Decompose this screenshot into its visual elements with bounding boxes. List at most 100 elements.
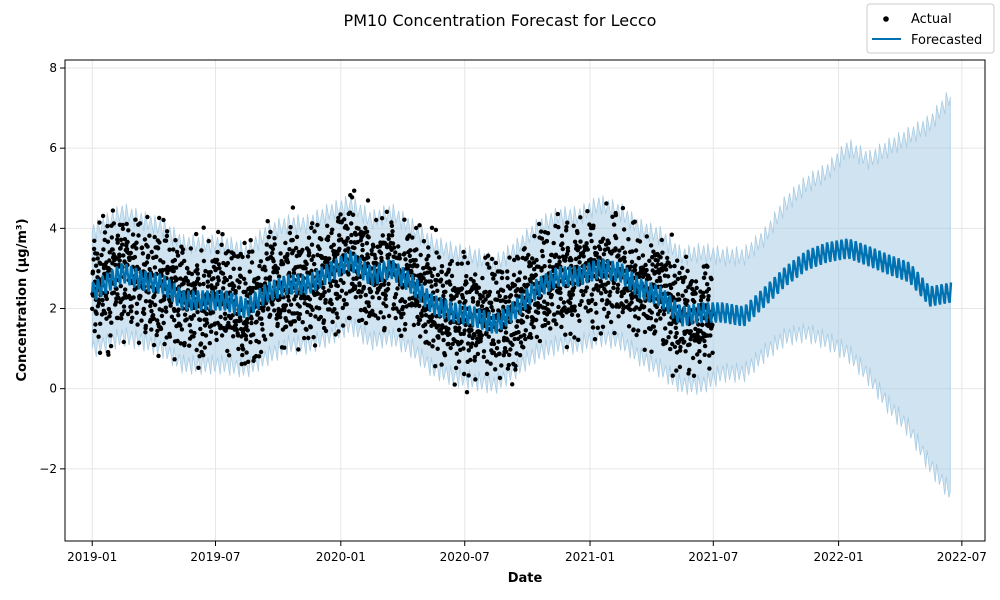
actual-point [505,366,511,371]
actual-point [402,327,407,332]
actual-point [483,297,488,302]
actual-point [556,304,561,310]
actual-point [620,245,625,250]
actual-point [583,289,588,294]
actual-point [402,217,407,222]
actual-point [283,240,288,246]
actual-point [638,299,643,304]
actual-point [378,310,383,315]
actual-point [540,254,545,259]
actual-point [118,283,124,289]
actual-point [707,353,712,358]
actual-point [680,265,685,271]
actual-point [130,315,135,320]
actual-point [577,318,582,323]
actual-point [658,278,663,283]
actual-point [151,342,157,348]
actual-point [544,239,550,244]
actual-point [366,255,371,260]
actual-point [238,326,244,332]
actual-point [440,325,445,330]
actual-point [360,247,365,253]
actual-point [433,364,438,369]
actual-point [629,259,635,265]
actual-point [615,286,620,292]
actual-point [473,377,478,382]
actual-point [310,221,315,226]
actual-point [610,304,615,309]
actual-point [240,352,245,358]
actual-point [455,261,460,266]
actual-point [683,288,688,294]
actual-point [449,273,455,279]
actual-point [599,298,605,303]
actual-point [305,309,310,315]
actual-point [366,303,372,309]
actual-point [307,250,312,255]
actual-point [435,346,440,351]
actual-point [115,240,120,245]
actual-point [497,351,502,356]
actual-point [304,261,309,267]
actual-point [381,315,386,320]
actual-point [378,250,384,256]
actual-point [658,316,663,321]
actual-point [238,318,243,323]
actual-point [162,294,167,299]
actual-point [271,259,276,264]
actual-point [206,273,212,278]
actual-point [337,294,342,299]
actual-point [657,308,663,314]
actual-point [393,292,399,297]
actual-point [235,333,241,338]
actual-point [270,246,276,252]
actual-point [162,297,167,302]
actual-point [508,347,513,352]
actual-point [128,250,133,256]
actual-point [180,250,185,255]
actual-point [426,253,431,259]
legend-forecast-label: Forecasted [911,33,982,48]
actual-point [259,283,264,288]
actual-point [539,248,545,254]
actual-point [359,289,364,294]
actual-point [557,259,562,265]
actual-point [630,249,635,254]
actual-point [531,325,536,330]
actual-point [532,267,537,272]
actual-point [407,253,412,258]
actual-point [481,349,487,354]
actual-point [99,252,104,258]
actual-point [563,332,568,337]
actual-point [366,300,371,305]
actual-point [644,267,649,273]
actual-point [393,315,398,321]
actual-point [225,260,230,266]
actual-point [448,345,453,351]
actual-point [225,348,230,354]
actual-point [326,288,331,293]
actual-point [543,317,548,322]
actual-point [514,324,520,329]
actual-point [364,241,370,246]
actual-point [110,208,116,213]
actual-point [604,201,609,206]
actual-point [129,304,134,309]
actual-point [557,286,563,291]
actual-point [615,282,621,287]
actual-point [643,262,648,268]
actual-point [621,290,627,296]
actual-point [234,327,239,332]
actual-point [632,219,637,224]
actual-point [365,261,370,266]
forecast-line [91,238,953,334]
actual-point [197,354,202,359]
actual-point [429,225,435,230]
actual-point [117,254,122,259]
actual-point [648,316,654,321]
actual-point [640,253,646,258]
actual-point [653,329,658,334]
actual-point [517,270,523,275]
actual-point [94,311,99,316]
actual-point [312,229,317,234]
